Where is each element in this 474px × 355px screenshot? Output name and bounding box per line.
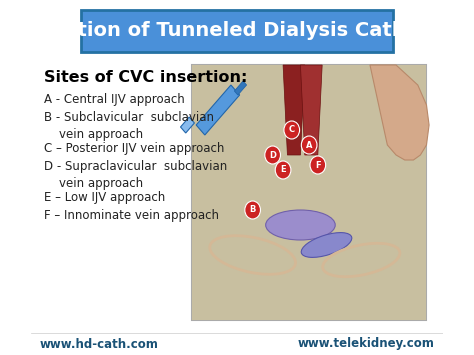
Circle shape bbox=[245, 201, 261, 219]
FancyBboxPatch shape bbox=[192, 65, 427, 320]
Text: C: C bbox=[289, 126, 295, 135]
Circle shape bbox=[275, 161, 291, 179]
Text: D: D bbox=[269, 151, 276, 159]
Polygon shape bbox=[234, 81, 246, 95]
Text: D - Supraclavicular  subclavian
    vein approach: D - Supraclavicular subclavian vein appr… bbox=[44, 160, 228, 190]
Circle shape bbox=[284, 121, 300, 139]
Text: Insertion of Tunneled Dialysis Catheter: Insertion of Tunneled Dialysis Catheter bbox=[22, 22, 452, 40]
Polygon shape bbox=[181, 117, 194, 133]
Ellipse shape bbox=[301, 233, 352, 257]
Text: E – Low IJV approach: E – Low IJV approach bbox=[44, 191, 165, 204]
FancyBboxPatch shape bbox=[192, 65, 427, 320]
Text: Sites of CVC insertion:: Sites of CVC insertion: bbox=[44, 70, 247, 85]
Text: A: A bbox=[306, 141, 312, 149]
Polygon shape bbox=[196, 85, 240, 135]
Text: www.hd-cath.com: www.hd-cath.com bbox=[40, 338, 159, 350]
Polygon shape bbox=[301, 65, 322, 155]
Text: C – Posterior IJV vein approach: C – Posterior IJV vein approach bbox=[44, 142, 224, 155]
Text: B - Subclavicular  subclavian
    vein approach: B - Subclavicular subclavian vein approa… bbox=[44, 111, 214, 141]
FancyBboxPatch shape bbox=[82, 10, 392, 52]
Polygon shape bbox=[370, 65, 429, 160]
Text: F: F bbox=[315, 160, 320, 169]
Text: A - Central IJV approach: A - Central IJV approach bbox=[44, 93, 185, 106]
Circle shape bbox=[265, 146, 281, 164]
Ellipse shape bbox=[266, 210, 335, 240]
Text: www.telekidney.com: www.telekidney.com bbox=[297, 338, 434, 350]
Circle shape bbox=[301, 136, 317, 154]
Polygon shape bbox=[283, 65, 305, 155]
Circle shape bbox=[310, 156, 326, 174]
Text: B: B bbox=[249, 206, 256, 214]
Text: F – Innominate vein approach: F – Innominate vein approach bbox=[44, 209, 219, 222]
Text: E: E bbox=[280, 165, 286, 175]
